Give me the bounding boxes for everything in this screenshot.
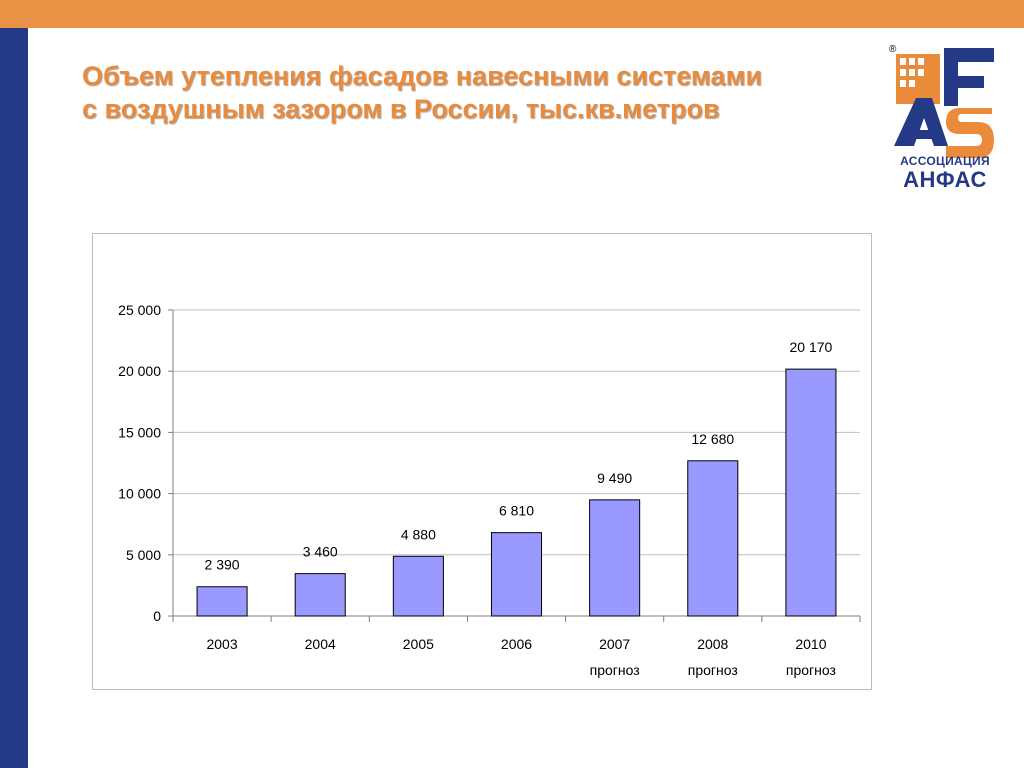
bar [785, 368, 837, 617]
left-accent-bar [0, 28, 28, 768]
logo-caption-anfas: АНФАС [903, 167, 987, 192]
x-category-label: 2007 [599, 636, 630, 652]
bar [589, 499, 641, 617]
data-label: 4 880 [401, 526, 436, 542]
y-tick-label: 5 000 [126, 547, 161, 563]
registered-mark: ® [889, 44, 897, 55]
x-category-label: 2006 [501, 636, 532, 652]
data-label: 3 460 [303, 544, 338, 560]
bar [687, 460, 739, 617]
slide-title: Объем утепления фасадов навесными систем… [82, 61, 763, 124]
x-category-label: 2008 [697, 636, 728, 652]
data-label: 12 680 [691, 431, 734, 447]
bar-chart: 0 5 000 10 000 15 000 20 000 25 000 2 390 2003 3… [118, 302, 861, 678]
x-category-label: 2004 [305, 636, 336, 652]
y-tick-label: 10 000 [118, 486, 161, 502]
data-label: 2 390 [205, 557, 240, 573]
y-tick-label: 0 [153, 608, 161, 624]
x-category-sublabel: прогноз [590, 662, 640, 678]
bar [294, 573, 346, 617]
anfas-logo-icon: ® [888, 42, 998, 194]
bar [392, 555, 444, 617]
y-tick-label: 25 000 [118, 302, 161, 318]
chart-frame: 0 5 000 10 000 15 000 20 000 25 000 2 390 2003 3… [92, 233, 872, 690]
x-category-label: 2010 [795, 636, 826, 652]
x-category-sublabel: прогноз [786, 662, 836, 678]
top-accent-bar [0, 0, 1024, 28]
bar [196, 586, 248, 617]
logo-caption-association: АССОЦИАЦИЯ [900, 154, 990, 168]
data-label: 6 810 [499, 503, 534, 519]
data-label: 9 490 [597, 470, 632, 486]
data-label: 20 170 [790, 339, 833, 355]
x-category-label: 2003 [206, 636, 237, 652]
x-category-label: 2005 [403, 636, 434, 652]
x-category-sublabel: прогноз [688, 662, 738, 678]
bar [490, 532, 543, 617]
y-tick-label: 20 000 [118, 363, 161, 379]
y-tick-label: 15 000 [118, 424, 161, 440]
